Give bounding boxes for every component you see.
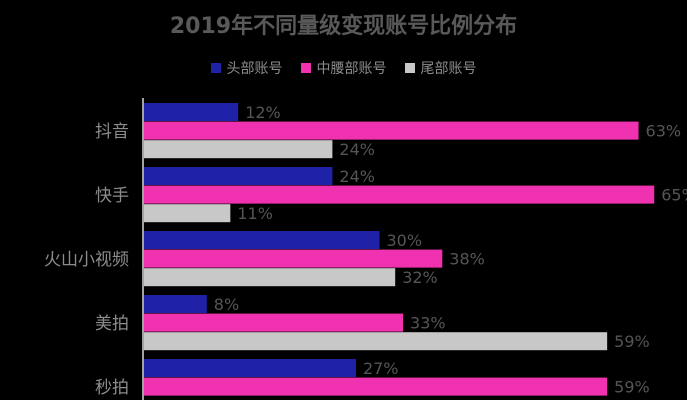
legend: 头部账号 中腰部账号 尾部账号 xyxy=(0,58,687,78)
bar-top xyxy=(144,359,356,377)
data-label: 65% xyxy=(661,186,687,205)
legend-label-mid: 中腰部账号 xyxy=(316,61,387,77)
bar-top xyxy=(144,295,207,313)
data-label: 63% xyxy=(646,122,682,141)
data-label: 30% xyxy=(387,231,423,250)
legend-swatch-top xyxy=(210,63,221,73)
data-label: 33% xyxy=(410,314,446,333)
bar-mid xyxy=(144,313,404,332)
legend-item-top: 头部账号 xyxy=(210,58,283,78)
bar-mid xyxy=(144,377,608,396)
bar-tail xyxy=(144,332,608,351)
data-label: 59% xyxy=(614,378,650,397)
bar-top xyxy=(144,167,333,185)
data-label: 12% xyxy=(245,103,281,122)
bar-mid xyxy=(144,185,655,204)
data-label: 24% xyxy=(339,140,375,159)
data-label: 27% xyxy=(363,359,399,378)
bar-top xyxy=(144,231,380,249)
data-label: 32% xyxy=(402,268,438,287)
bar-tail xyxy=(144,140,333,159)
legend-label-top: 头部账号 xyxy=(226,61,283,77)
category-label: 火山小视频 xyxy=(44,250,129,270)
category-label: 美拍 xyxy=(95,314,129,334)
category-label: 抖音 xyxy=(95,122,129,142)
bar-mid xyxy=(144,121,639,140)
legend-label-tail: 尾部账号 xyxy=(420,61,477,77)
bar-tail xyxy=(144,204,231,223)
data-label: 24% xyxy=(339,167,375,186)
data-label: 59% xyxy=(614,332,650,351)
chart-title: 2019年不同量级变现账号比例分布 xyxy=(169,14,518,39)
legend-swatch-tail xyxy=(404,63,415,73)
bar-top xyxy=(144,103,239,121)
category-label: 快手 xyxy=(95,186,129,206)
legend-swatch-mid xyxy=(300,63,311,73)
data-label: 8% xyxy=(214,295,239,314)
legend-item-tail: 尾部账号 xyxy=(404,58,477,78)
legend-item-mid: 中腰部账号 xyxy=(300,58,387,78)
category-label: 秒拍 xyxy=(95,378,129,398)
bar-tail xyxy=(144,268,396,287)
bar-mid xyxy=(144,249,443,268)
data-label: 38% xyxy=(449,250,485,269)
data-label: 11% xyxy=(237,204,273,223)
